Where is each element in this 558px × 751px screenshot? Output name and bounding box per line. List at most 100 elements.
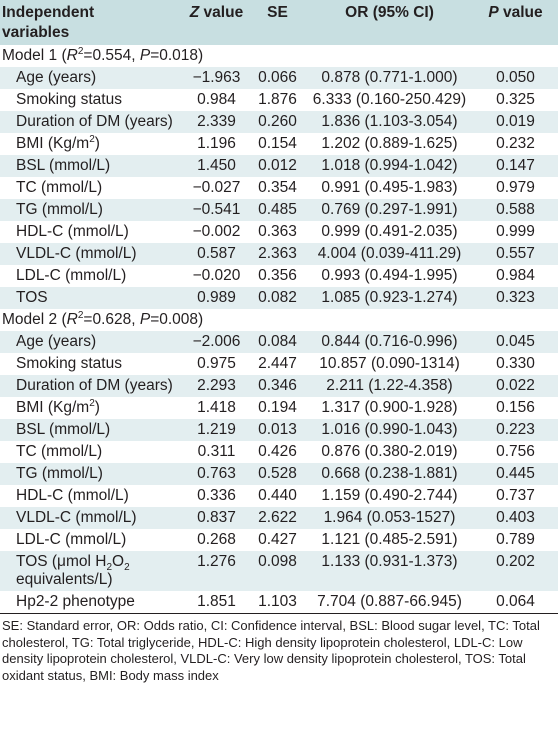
table-row: Smoking status 0.975 2.447 10.857 (0.090-13… bbox=[0, 353, 558, 375]
header-col1-line1: Independent bbox=[2, 4, 95, 21]
model-2-label: Model 2 (R2=0.628, P=0.008) bbox=[0, 309, 558, 331]
r-squared-exponent: 2 bbox=[77, 309, 84, 321]
table-row: VLDL-C (mmol/L) 0.587 2.363 4.004 (0.039-41… bbox=[0, 243, 558, 265]
model-1-row: Model 1 (R2=0.554, P=0.018) bbox=[0, 45, 558, 67]
table-row: LDL-C (mmol/L) −0.020 0.356 0.993 (0.494-1.… bbox=[0, 265, 558, 287]
variable-name-part: 2 bbox=[106, 562, 113, 574]
variable-name-part: ) bbox=[94, 399, 100, 416]
header-p-rest: value bbox=[498, 4, 543, 21]
or-ci-cell: 1.018 (0.994-1.042) bbox=[321, 157, 458, 174]
se-cell: 1.103 bbox=[258, 593, 297, 610]
se-cell: 0.012 bbox=[258, 157, 297, 174]
table-row: TOS (μmol H2O2 equivalents/L) 1.276 0.098 1… bbox=[0, 551, 558, 591]
z-value-cell: 1.276 bbox=[197, 553, 236, 570]
variable-name: LDL-C (mmol/L) bbox=[16, 531, 127, 548]
variable-name: TC (mmol/L) bbox=[16, 179, 103, 196]
or-ci-cell: 1.133 (0.931-1.373) bbox=[321, 553, 458, 570]
or-ci-cell: 1.016 (0.990-1.043) bbox=[321, 421, 458, 438]
p-value-cell: 0.984 bbox=[496, 267, 535, 284]
variable-name: VLDL-C (mmol/L) bbox=[16, 509, 137, 526]
variable-name: BSL (mmol/L) bbox=[16, 421, 111, 438]
table-row: TC (mmol/L) 0.311 0.426 0.876 (0.380-2.019)… bbox=[0, 441, 558, 463]
p-value-cell: 0.979 bbox=[496, 179, 535, 196]
or-ci-cell: 0.844 (0.716-0.996) bbox=[321, 333, 458, 350]
variable-name-part: BMI (Kg/m bbox=[16, 135, 90, 152]
table-body: Model 1 (R2=0.554, P=0.018) Age (years) −1… bbox=[0, 45, 558, 613]
or-ci-cell: 0.878 (0.771-1.000) bbox=[321, 69, 458, 86]
se-cell: 0.440 bbox=[258, 487, 297, 504]
variable-name-part: BMI (Kg/m bbox=[16, 399, 90, 416]
table-row: BMI (Kg/m2) 1.418 0.194 1.317 (0.900-1.928)… bbox=[0, 397, 558, 419]
r-squared-exponent: 2 bbox=[77, 45, 84, 57]
r-squared-value: =0.628, bbox=[83, 311, 140, 328]
se-cell: 0.082 bbox=[258, 289, 297, 306]
se-cell: 0.426 bbox=[258, 443, 297, 460]
z-value-cell: −2.006 bbox=[192, 333, 241, 350]
variable-name: HDL-C (mmol/L) bbox=[16, 223, 129, 240]
model-2-row: Model 2 (R2=0.628, P=0.008) bbox=[0, 309, 558, 331]
table-header: Independent variables Z value SE OR (95% … bbox=[0, 0, 558, 45]
table-row: Duration of DM (years) 2.339 0.260 1.836 (1… bbox=[0, 111, 558, 133]
p-value-cell: 0.557 bbox=[496, 245, 535, 262]
model-p-value: =0.018) bbox=[150, 47, 204, 64]
z-value-cell: 0.336 bbox=[197, 487, 236, 504]
header-p-letter: P bbox=[488, 4, 499, 21]
p-value-cell: 0.737 bbox=[496, 487, 535, 504]
se-cell: 0.485 bbox=[258, 201, 297, 218]
se-cell: 2.622 bbox=[258, 509, 297, 526]
se-cell: 0.260 bbox=[258, 113, 297, 130]
or-ci-cell: 0.999 (0.491-2.035) bbox=[321, 223, 458, 240]
or-ci-cell: 0.668 (0.238-1.881) bbox=[321, 465, 458, 482]
z-value-cell: 1.418 bbox=[197, 399, 236, 416]
p-value-cell: 0.330 bbox=[496, 355, 535, 372]
z-value-cell: −1.963 bbox=[192, 69, 241, 86]
variable-name: TOS bbox=[16, 289, 48, 306]
z-value-cell: 2.339 bbox=[197, 113, 236, 130]
se-cell: 0.356 bbox=[258, 267, 297, 284]
table-row: BSL (mmol/L) 1.219 0.013 1.016 (0.990-1.043… bbox=[0, 419, 558, 441]
header-or-ci: OR (95% CI) bbox=[345, 4, 434, 21]
header-row: Independent variables Z value SE OR (95% … bbox=[0, 0, 558, 45]
header-z-rest: value bbox=[199, 4, 244, 21]
or-ci-cell: 10.857 (0.090-1314) bbox=[319, 355, 460, 372]
p-value-cell: 0.999 bbox=[496, 223, 535, 240]
z-value-cell: 1.196 bbox=[197, 135, 236, 152]
variable-name: TG (mmol/L) bbox=[16, 201, 103, 218]
variable-name: TG (mmol/L) bbox=[16, 465, 103, 482]
model-label-prefix: Model 1 ( bbox=[2, 47, 67, 64]
z-value-cell: 0.268 bbox=[197, 531, 236, 548]
model-1-label: Model 1 (R2=0.554, P=0.018) bbox=[0, 45, 558, 67]
z-value-cell: −0.541 bbox=[192, 201, 241, 218]
or-ci-cell: 1.317 (0.900-1.928) bbox=[321, 399, 458, 416]
z-value-cell: 0.587 bbox=[197, 245, 236, 262]
z-value-cell: 0.975 bbox=[197, 355, 236, 372]
table-row: TC (mmol/L) −0.027 0.354 0.991 (0.495-1.983… bbox=[0, 177, 558, 199]
p-value-cell: 0.202 bbox=[496, 553, 535, 570]
variable-name-part: ) bbox=[94, 135, 100, 152]
variable-name: BSL (mmol/L) bbox=[16, 157, 111, 174]
variable-name: Age (years) bbox=[16, 69, 97, 86]
or-ci-cell: 1.202 (0.889-1.625) bbox=[321, 135, 458, 152]
z-value-cell: 1.851 bbox=[197, 593, 236, 610]
se-cell: 2.447 bbox=[258, 355, 297, 372]
table-row: LDL-C (mmol/L) 0.268 0.427 1.121 (0.485-2.5… bbox=[0, 529, 558, 551]
variable-name: VLDL-C (mmol/L) bbox=[16, 245, 137, 262]
header-z-value: Z value bbox=[184, 0, 249, 45]
variable-name: Age (years) bbox=[16, 333, 97, 350]
variable-name-part: O bbox=[112, 553, 125, 570]
header-p-value: P value bbox=[473, 0, 558, 45]
table-row: TOS 0.989 0.082 1.085 (0.923-1.274) 0.323 bbox=[0, 287, 558, 309]
or-ci-cell: 2.211 (1.22-4.358) bbox=[326, 377, 453, 394]
p-value-cell: 0.147 bbox=[496, 157, 535, 174]
or-ci-cell: 4.004 (0.039-411.29) bbox=[317, 245, 462, 262]
se-cell: 0.528 bbox=[258, 465, 297, 482]
p-value-cell: 0.045 bbox=[496, 333, 535, 350]
model-p-letter: P bbox=[139, 47, 151, 64]
table-row: Age (years) −1.963 0.066 0.878 (0.771-1.000… bbox=[0, 67, 558, 89]
p-value-cell: 0.756 bbox=[496, 443, 535, 460]
or-ci-cell: 1.121 (0.485-2.591) bbox=[321, 531, 458, 548]
p-value-cell: 0.325 bbox=[496, 91, 535, 108]
variable-name-part: 2 bbox=[89, 397, 95, 409]
table-row: TG (mmol/L) −0.541 0.485 0.769 (0.297-1.991… bbox=[0, 199, 558, 221]
